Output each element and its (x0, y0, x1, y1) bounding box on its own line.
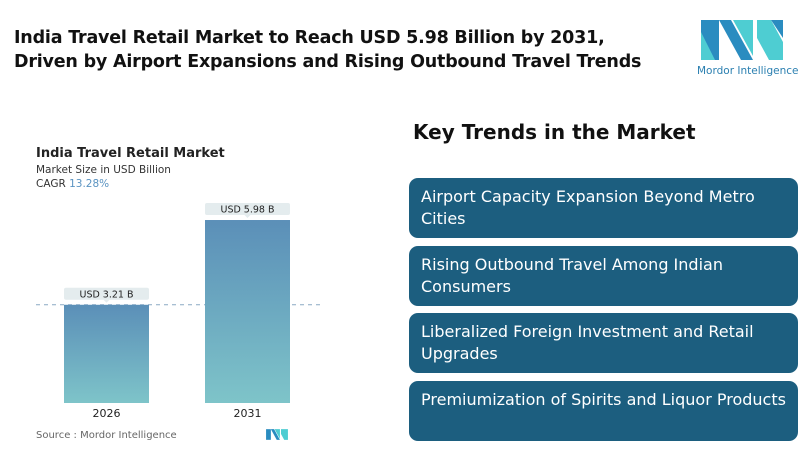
mordor-logo: Mordor Intelligence (697, 18, 799, 88)
data-label-pointer (103, 299, 110, 303)
cagr: CAGR 13.28% (36, 178, 109, 190)
logo-text: Mordor Intelligence (697, 65, 799, 77)
source-logo-icon (266, 429, 288, 440)
data-label: USD 3.21 B (79, 289, 133, 300)
trend-item: Airport Capacity Expansion Beyond Metro … (409, 178, 798, 238)
chart-title: India Travel Retail Market (36, 146, 225, 161)
chart-subtitle: Market Size in USD Billion (36, 164, 171, 176)
key-trends-title: Key Trends in the Market (413, 120, 696, 144)
bar-chart: USD 3.21 B 2026 USD 5.98 B 2031 (36, 203, 320, 420)
trend-item: Liberalized Foreign Investment and Retai… (409, 313, 798, 373)
page-title: India Travel Retail Market to Reach USD … (14, 28, 642, 72)
x-tick-label: 2026 (93, 407, 121, 420)
trend-item: Premiumization of Spirits and Liquor Pro… (409, 381, 798, 441)
data-label-bg (205, 203, 290, 216)
data-label: USD 5.98 B (220, 205, 274, 216)
trend-item: Rising Outbound Travel Among Indian Cons… (409, 246, 798, 306)
source-text: Source : Mordor Intelligence (36, 430, 177, 441)
bar-2026 (64, 304, 149, 403)
bar-2031 (205, 220, 290, 403)
cagr-label: CAGR (36, 178, 66, 190)
data-label-pointer (244, 215, 251, 219)
logo-mark-icon (701, 20, 783, 60)
data-label-bg (64, 287, 149, 300)
cagr-value: 13.28% (69, 178, 110, 190)
x-tick-label: 2031 (234, 407, 262, 420)
